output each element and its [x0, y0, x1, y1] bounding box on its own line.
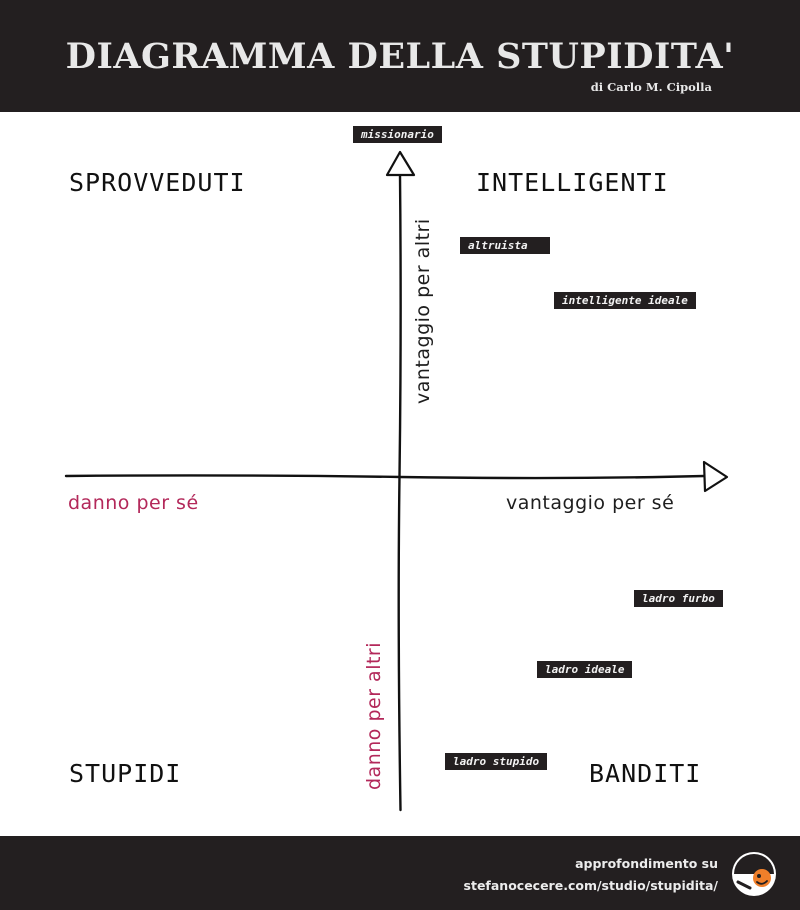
tag-altruista: altruista	[460, 237, 550, 254]
tag-ladro-ideale: ladro ideale	[537, 661, 633, 678]
axis-label-vantaggio-per-altri: vantaggio per altri	[412, 218, 434, 404]
tag-intelligente-ideale: intelligente ideale	[554, 292, 696, 309]
logo-icon	[732, 852, 776, 896]
quadrant-label-banditi: BANDITI	[589, 759, 702, 788]
tag-ladro-furbo: ladro furbo	[634, 590, 723, 607]
quadrant-label-stupidi: STUPIDI	[69, 759, 182, 788]
axis-label-danno-per-altri: danno per altri	[363, 641, 385, 790]
header-bar	[0, 0, 800, 112]
tag-ladro-stupido: ladro stupido	[445, 753, 548, 770]
axis-label-vantaggio-per-se: vantaggio per sé	[506, 492, 675, 514]
footer-text-approfondimento: approfondimento su	[575, 856, 718, 871]
tag-missionario: missionario	[353, 126, 442, 143]
x-axis-line	[64, 474, 706, 480]
axis-label-danno-per-se: danno per sé	[68, 492, 199, 514]
footer-link-url[interactable]: stefanocecere.com/studio/stupidita/	[463, 878, 718, 893]
page-title: DIAGRAMMA DELLA STUPIDITA'	[65, 36, 735, 77]
quadrant-label-intelligenti: INTELLIGENTI	[476, 168, 669, 197]
x-axis-arrowhead	[702, 460, 729, 493]
footer-bar	[0, 836, 800, 910]
quadrant-label-sprovveduti: SPROVVEDUTI	[69, 168, 246, 197]
y-axis-line	[397, 173, 402, 812]
y-axis-arrowhead	[385, 150, 416, 177]
page-subtitle: di Carlo M. Cipolla	[590, 80, 712, 94]
